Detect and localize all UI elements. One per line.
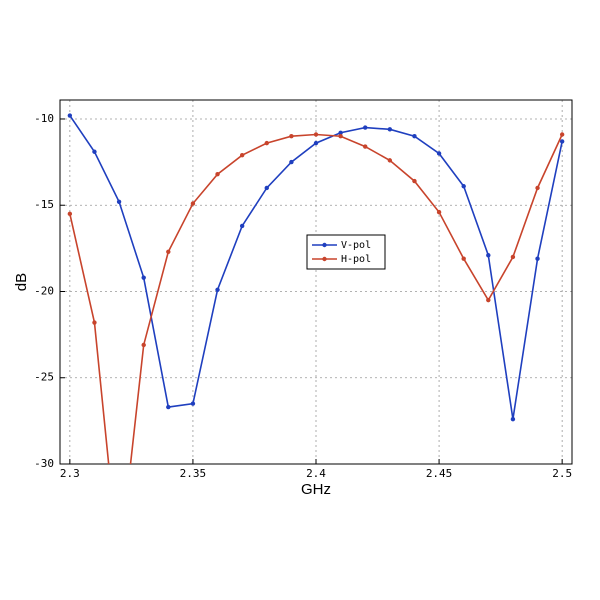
y-tick-label: -25 [34,371,54,384]
y-tick-label: -20 [34,284,54,297]
data-point [239,223,245,229]
data-point [117,565,121,569]
legend-label: H-pol [341,254,371,265]
data-point [338,134,343,139]
plot-frame [59,99,573,465]
data-point [535,185,540,191]
legend-box [306,234,386,270]
data-point [116,199,122,204]
data-point [166,249,171,255]
data-point [436,209,442,215]
data-point [264,140,269,146]
data-point [67,211,73,217]
data-point [559,132,565,137]
data-point [190,201,196,206]
data-point [215,171,220,177]
legend: V-pol H-pol [306,234,386,270]
data-point [486,253,491,258]
x-tick-label: 2.3 [60,467,80,480]
data-point [363,144,368,149]
data-point [436,151,442,156]
data-point [412,134,417,139]
data-point [92,320,97,325]
data-point [313,132,319,137]
legend-marker [322,256,327,262]
y-tick-label: -15 [34,198,54,211]
data-point [387,127,393,132]
x-axis-label: GHz [301,481,331,498]
x-tick-label: 2.45 [426,467,453,480]
data-point [190,401,196,406]
legend-marker [322,242,327,248]
x-tick-label: 2.35 [180,467,207,480]
data-point [510,254,516,260]
x-tick-label: 2.5 [552,467,572,480]
data-point [461,256,466,261]
data-point [412,178,417,184]
plot-clip [67,113,565,569]
y-tick-label: -10 [34,112,54,125]
legend-label: V-pol [341,240,371,251]
x-tick-label: 2.4 [306,467,326,480]
data-point [559,139,565,144]
y-axis-label: dB [13,273,30,291]
data-point [239,153,245,158]
data-point [363,125,368,130]
data-point [289,134,294,139]
y-tick-label: -30 [34,457,54,470]
data-point [92,149,97,154]
data-point [264,185,269,191]
data-point [215,287,220,292]
data-point [461,184,466,189]
data-point [141,275,146,280]
data-point [535,256,540,261]
data-point [510,416,516,422]
data-point [67,113,73,118]
data-point [387,158,393,163]
data-point [141,342,146,348]
data-point [486,297,491,303]
data-point [313,140,319,146]
data-point [289,159,294,165]
data-point [166,404,171,410]
data-point [338,130,343,135]
